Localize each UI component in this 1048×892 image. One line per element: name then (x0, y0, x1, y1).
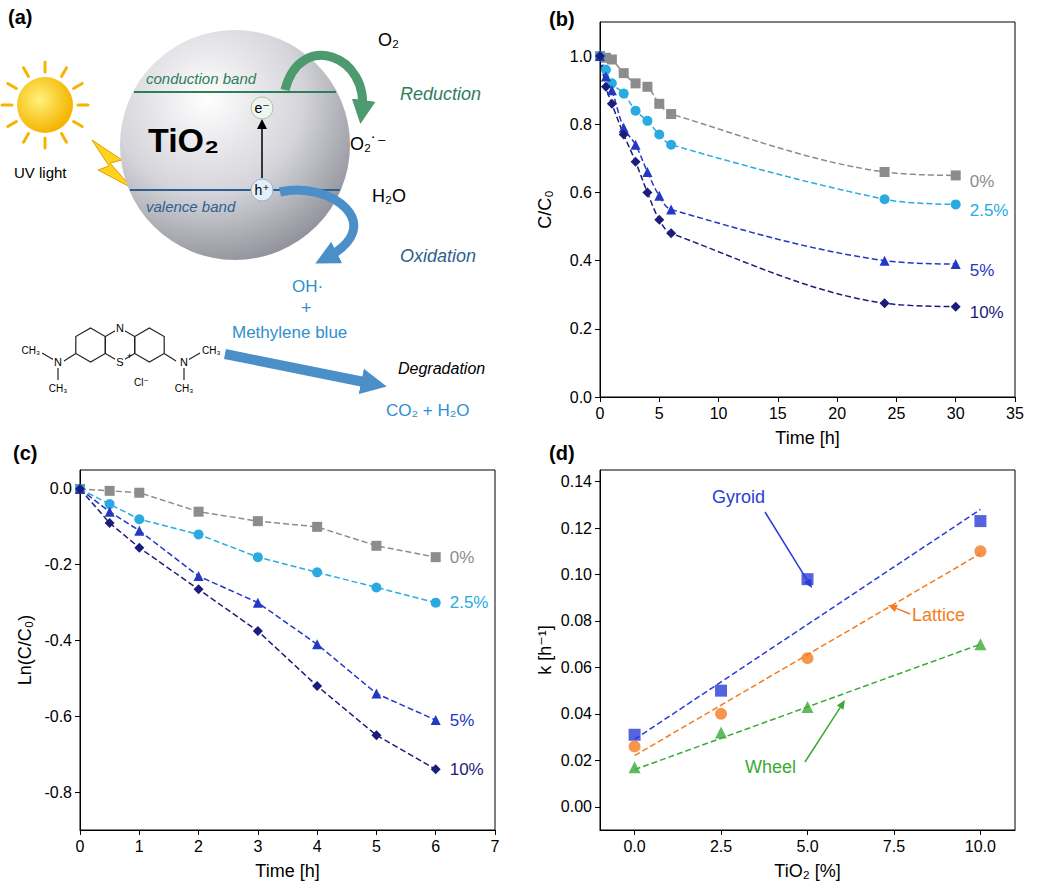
svg-text:15: 15 (769, 405, 787, 422)
svg-text:+: + (127, 351, 132, 361)
svg-text:Time [h]: Time [h] (775, 428, 839, 448)
svg-text:10: 10 (710, 405, 728, 422)
svg-text:0.2: 0.2 (570, 320, 592, 337)
svg-text:2.5: 2.5 (710, 838, 732, 855)
svg-text:CH₃: CH₃ (202, 345, 221, 356)
svg-text:10%: 10% (970, 303, 1004, 322)
svg-text:3: 3 (253, 838, 262, 855)
svg-text:30: 30 (947, 405, 965, 422)
svg-text:Oxidation: Oxidation (400, 246, 476, 266)
svg-text:0.0: 0.0 (623, 838, 645, 855)
svg-text:5: 5 (372, 838, 381, 855)
svg-text:10%: 10% (450, 760, 484, 779)
svg-text:5.0: 5.0 (796, 838, 818, 855)
svg-text:2: 2 (194, 838, 203, 855)
svg-text:Gyroid: Gyroid (712, 487, 765, 507)
svg-text:0.14: 0.14 (561, 473, 592, 490)
svg-text:5%: 5% (450, 711, 475, 730)
svg-text:0.00: 0.00 (561, 798, 592, 815)
svg-text:0.10: 0.10 (561, 566, 592, 583)
svg-text:0.12: 0.12 (561, 520, 592, 537)
svg-text:0%: 0% (970, 172, 995, 191)
svg-text:35: 35 (1006, 405, 1024, 422)
svg-text:Time [h]: Time [h] (255, 861, 319, 881)
svg-text:(d): (d) (549, 442, 575, 464)
svg-text:0.6: 0.6 (570, 184, 592, 201)
svg-text:CH₃: CH₃ (21, 345, 40, 356)
svg-text:Degradation: Degradation (398, 360, 485, 377)
svg-text:10.0: 10.0 (965, 838, 996, 855)
svg-text:0.0: 0.0 (50, 480, 72, 497)
svg-text:-0.6: -0.6 (44, 708, 72, 725)
svg-text:0.06: 0.06 (561, 659, 592, 676)
svg-text:TiO₂: TiO₂ (148, 121, 219, 159)
svg-text:(c): (c) (13, 442, 37, 464)
svg-text:5%: 5% (970, 261, 995, 280)
svg-text:Lattice: Lattice (912, 605, 965, 625)
svg-text:25: 25 (888, 405, 906, 422)
svg-text:4: 4 (313, 838, 322, 855)
svg-text:1: 1 (135, 838, 144, 855)
svg-text:0.8: 0.8 (570, 116, 592, 133)
svg-text:H₂O: H₂O (372, 186, 406, 206)
svg-text:S: S (116, 356, 123, 368)
svg-text:(a): (a) (8, 6, 32, 28)
svg-text:O₂˙⁻: O₂˙⁻ (350, 134, 386, 154)
svg-text:k [h⁻¹]: k [h⁻¹] (535, 625, 555, 675)
svg-text:6: 6 (431, 838, 440, 855)
svg-text:7: 7 (491, 838, 500, 855)
svg-text:-0.8: -0.8 (44, 784, 72, 801)
svg-text:0.0: 0.0 (570, 389, 592, 406)
svg-text:h⁺: h⁺ (254, 182, 269, 198)
svg-text:0.08: 0.08 (561, 612, 592, 629)
svg-text:-0.4: -0.4 (44, 632, 72, 649)
svg-text:TiO₂ [%]: TiO₂ [%] (774, 861, 840, 881)
svg-text:Cl⁻: Cl⁻ (134, 377, 149, 388)
svg-text:conduction band: conduction band (146, 70, 257, 87)
svg-text:2.5%: 2.5% (970, 201, 1009, 220)
svg-text:0: 0 (596, 405, 605, 422)
svg-text:20: 20 (828, 405, 846, 422)
svg-text:Ln(C/C₀): Ln(C/C₀) (15, 615, 35, 685)
svg-text:e⁻: e⁻ (254, 100, 269, 116)
svg-text:2.5%: 2.5% (450, 593, 489, 612)
svg-text:7.5: 7.5 (883, 838, 905, 855)
svg-text:C/C₀: C/C₀ (535, 190, 555, 228)
svg-text:5: 5 (655, 405, 664, 422)
svg-text:CH₃: CH₃ (49, 383, 68, 394)
svg-text:Reduction: Reduction (400, 84, 481, 104)
svg-text:0.4: 0.4 (570, 252, 592, 269)
svg-text:N: N (180, 356, 188, 368)
svg-text:0.02: 0.02 (561, 752, 592, 769)
svg-text:UV light: UV light (14, 164, 67, 181)
svg-text:N: N (116, 322, 124, 334)
svg-text:+: + (301, 298, 312, 318)
svg-text:CH₃: CH₃ (175, 383, 194, 394)
svg-text:0.04: 0.04 (561, 705, 592, 722)
svg-text:valence band: valence band (146, 198, 236, 215)
svg-text:OH·: OH· (292, 277, 323, 296)
svg-text:(b): (b) (549, 8, 575, 30)
svg-text:CO₂ + H₂O: CO₂ + H₂O (386, 401, 470, 420)
svg-text:O₂: O₂ (378, 30, 399, 50)
svg-text:-0.2: -0.2 (44, 556, 72, 573)
svg-text:0%: 0% (450, 548, 475, 567)
svg-text:N: N (54, 356, 62, 368)
svg-text:1.0: 1.0 (570, 48, 592, 65)
svg-text:Wheel: Wheel (745, 757, 796, 777)
svg-text:Methylene blue: Methylene blue (232, 323, 347, 342)
svg-text:0: 0 (76, 838, 85, 855)
